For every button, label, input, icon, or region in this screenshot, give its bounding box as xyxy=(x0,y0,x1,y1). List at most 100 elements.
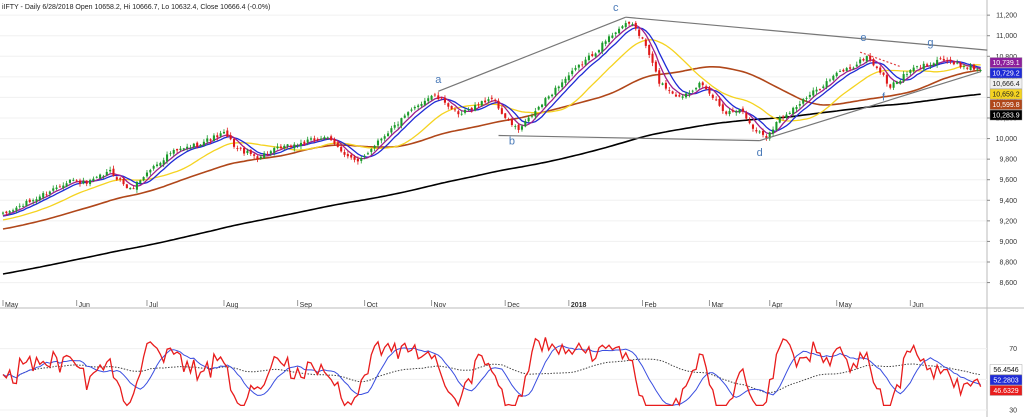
month-label: Apr xyxy=(772,302,784,309)
candle-body xyxy=(718,98,721,106)
candle-body xyxy=(691,90,694,92)
trendline xyxy=(625,16,988,51)
candle-body xyxy=(638,29,641,36)
candle-body xyxy=(497,100,500,109)
candle-body xyxy=(859,59,862,64)
trendline xyxy=(498,134,760,142)
value-tag-label: 10,729.2 xyxy=(992,71,1019,78)
candle-body xyxy=(82,180,85,184)
candle-body xyxy=(135,182,138,190)
candle-body xyxy=(741,108,744,112)
candle-body xyxy=(594,53,597,57)
candle-body xyxy=(855,64,858,67)
candle-body xyxy=(149,169,152,173)
candle-body xyxy=(58,186,61,188)
candle-body xyxy=(320,138,323,140)
candle-body xyxy=(915,66,919,68)
wave-label-f: f xyxy=(882,92,886,104)
candle-body xyxy=(35,199,38,202)
value-tag xyxy=(989,99,1023,110)
candle-body xyxy=(18,205,21,207)
candle-body xyxy=(400,118,403,126)
wave-label-d: d xyxy=(757,147,763,159)
price-tick-label: 9,000 xyxy=(999,239,1017,246)
candle-body xyxy=(162,160,165,165)
candle-body xyxy=(795,106,798,110)
candle-body xyxy=(52,188,55,191)
candle-body xyxy=(731,110,734,112)
month-label: Oct xyxy=(367,302,378,309)
candle-body xyxy=(838,71,842,72)
candle-body xyxy=(979,70,982,71)
candle-body xyxy=(376,140,380,146)
month-axis: May Jun Jul Aug Sep Oct Nov Dec 2018 Feb Mar Apr May… xyxy=(2,300,924,309)
candle-body xyxy=(678,95,681,97)
candle-body xyxy=(370,149,373,152)
chart-header: iIFTY - Daily 6/28/2018 Open 10658.2, Hi… xyxy=(2,4,270,11)
candle-body xyxy=(32,200,35,202)
candle-body xyxy=(420,103,423,106)
candle-body xyxy=(460,113,463,115)
candle-body xyxy=(715,99,718,101)
candle-body xyxy=(467,109,470,110)
candle-body xyxy=(350,154,353,158)
candle-body xyxy=(453,109,457,111)
month-label: Feb xyxy=(644,302,656,309)
candle-body xyxy=(634,22,637,29)
candle-body xyxy=(822,86,825,88)
value-tag xyxy=(989,57,1023,68)
candle-body xyxy=(62,185,65,188)
price-tick-label: 11,200 xyxy=(996,13,1017,20)
candle-body xyxy=(403,115,406,118)
price-tick-label: 9,800 xyxy=(999,157,1017,164)
candle-body xyxy=(798,104,801,106)
candle-body xyxy=(15,207,18,211)
candle-body xyxy=(748,119,751,124)
candle-body xyxy=(383,136,386,139)
candle-body xyxy=(477,104,480,106)
value-tag-label: 52.2803 xyxy=(993,377,1018,384)
candle-body xyxy=(407,112,410,116)
candle-body xyxy=(788,112,791,114)
candle-body xyxy=(885,75,888,84)
candle-body xyxy=(711,94,714,98)
candle-body xyxy=(761,130,765,135)
candle-body xyxy=(380,138,383,141)
candle-body xyxy=(266,153,269,155)
candle-body xyxy=(299,142,303,146)
candle-body xyxy=(68,179,72,183)
candle-body xyxy=(440,97,443,99)
candle-body xyxy=(845,68,848,71)
candle-body xyxy=(828,79,832,81)
candle-body xyxy=(443,97,446,103)
candle-body xyxy=(922,63,925,70)
candle-body xyxy=(664,82,667,89)
candle-body xyxy=(326,137,329,139)
candle-body xyxy=(286,144,289,147)
candle-body xyxy=(936,59,939,65)
month-label: May xyxy=(5,302,19,309)
candle-body xyxy=(28,199,31,203)
candle-body xyxy=(222,131,226,134)
candle-body xyxy=(65,183,68,187)
candle-body xyxy=(698,82,701,88)
candle-body xyxy=(849,67,852,69)
candle-body xyxy=(346,154,349,157)
candle-body xyxy=(239,147,242,149)
candle-body xyxy=(172,149,175,154)
candle-body xyxy=(504,113,507,118)
candle-body xyxy=(112,168,115,176)
candle-body xyxy=(236,148,239,149)
candle-body xyxy=(209,139,212,141)
candle-body xyxy=(353,156,356,160)
rsi-slow-line xyxy=(2,358,981,394)
candle-body xyxy=(99,174,102,179)
candle-body xyxy=(912,67,915,72)
month-label: Nov xyxy=(434,302,447,309)
trendline xyxy=(859,51,901,68)
candle-body xyxy=(721,104,724,111)
value-tag-label: 56.4546 xyxy=(993,367,1018,374)
candle-body xyxy=(152,166,155,169)
